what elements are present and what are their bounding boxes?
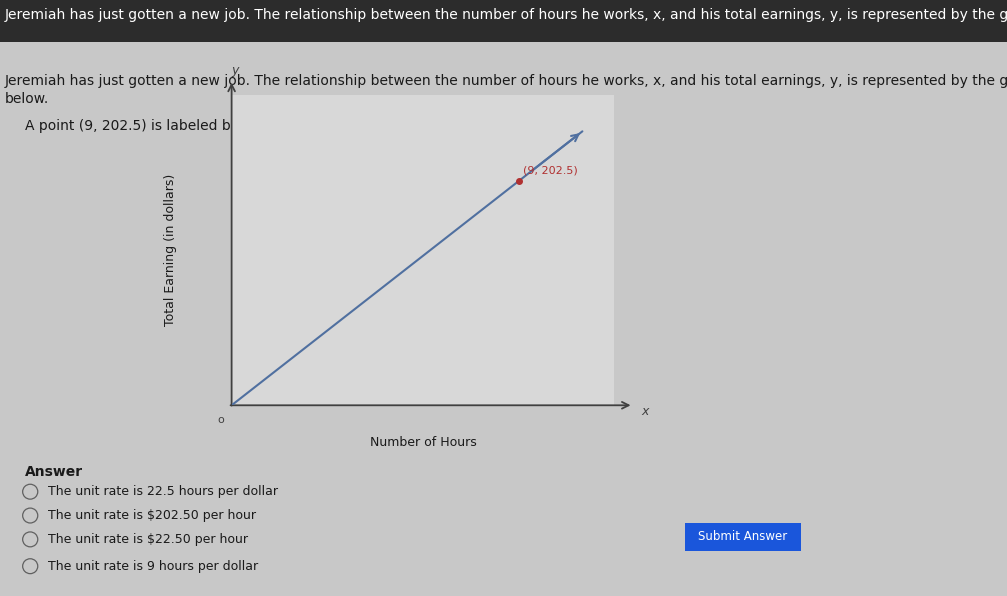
Text: y: y xyxy=(232,64,239,77)
Text: Submit Answer: Submit Answer xyxy=(698,530,787,544)
Text: Jeremiah has just gotten a new job. The relationship between the number of hours: Jeremiah has just gotten a new job. The … xyxy=(5,74,1007,88)
Text: Jeremiah has just gotten a new job. The relationship between the number of hours: Jeremiah has just gotten a new job. The … xyxy=(5,8,1007,22)
Text: Answer: Answer xyxy=(25,465,84,479)
Text: x: x xyxy=(641,405,649,418)
Text: o: o xyxy=(218,415,224,424)
Text: The unit rate is $202.50 per hour: The unit rate is $202.50 per hour xyxy=(48,509,257,522)
Text: Total Earning (in dollars): Total Earning (in dollars) xyxy=(164,174,177,327)
Text: The unit rate is 22.5 hours per dollar: The unit rate is 22.5 hours per dollar xyxy=(48,485,278,498)
Text: The unit rate is $22.50 per hour: The unit rate is $22.50 per hour xyxy=(48,533,249,546)
Text: below.: below. xyxy=(5,92,49,106)
Text: (9, 202.5): (9, 202.5) xyxy=(524,166,578,176)
Bar xyxy=(0,0,1007,42)
Text: Number of Hours: Number of Hours xyxy=(370,436,476,449)
Text: The unit rate is 9 hours per dollar: The unit rate is 9 hours per dollar xyxy=(48,560,259,573)
Text: A point (9, 202.5) is labeled below. Which statement about the graph is true?: A point (9, 202.5) is labeled below. Whi… xyxy=(25,119,562,133)
